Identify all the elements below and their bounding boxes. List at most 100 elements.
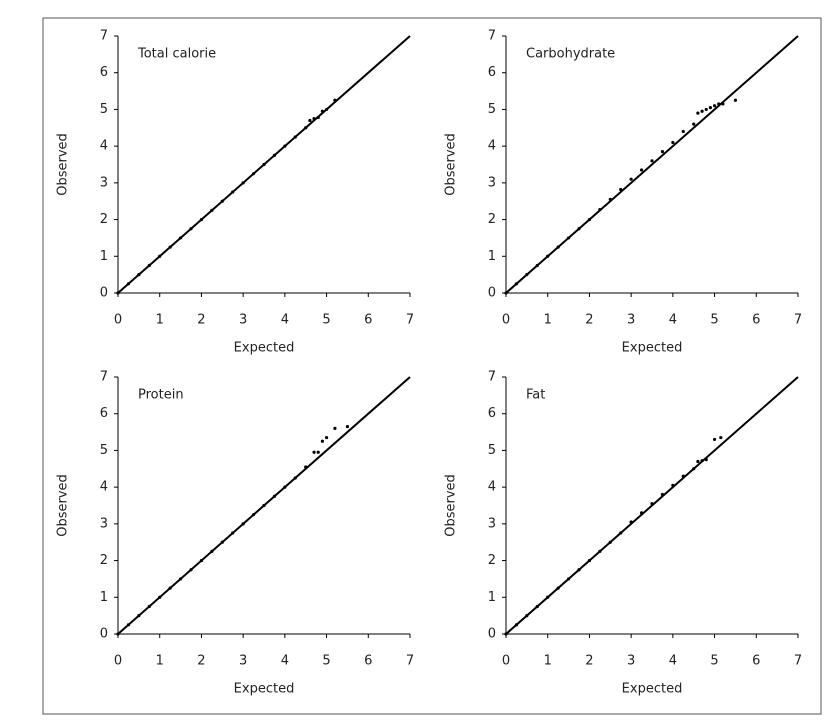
x-tick-label: 0 [502,313,510,328]
y-tick-label: 0 [100,286,108,301]
point [556,245,560,249]
y-axis-label: Observed [56,133,71,196]
point [220,199,224,203]
point [312,117,316,121]
point [660,150,665,154]
point [231,190,235,194]
point [700,459,704,463]
point [241,522,245,526]
point [158,254,162,258]
panel-title: Total calorie [137,47,216,62]
point [126,282,131,286]
x-tick-label: 7 [406,313,414,328]
point [283,485,287,489]
panel-title: Protein [138,388,184,403]
point [546,254,550,258]
point [168,586,172,590]
reference-line [505,35,799,294]
point [608,197,612,201]
x-tick-label: 2 [197,313,205,328]
point [293,135,297,139]
x-tick-label: 6 [752,313,760,328]
point [660,492,665,497]
point [178,577,183,581]
y-tick-label: 3 [100,175,108,190]
point [220,540,224,544]
y-tick-label: 7 [100,370,108,385]
x-tick-label: 5 [710,313,718,328]
point [708,105,713,110]
point [320,109,324,113]
point [158,595,162,599]
point [733,98,738,102]
x-axis-label: Expected [622,341,683,356]
point [168,245,172,249]
point [210,549,214,553]
point [556,586,560,590]
y-tick-label: 4 [488,139,496,154]
x-tick-label: 5 [322,654,330,669]
point [316,450,320,454]
x-tick-label: 4 [669,313,677,328]
point [116,632,120,636]
y-tick-label: 3 [488,175,496,190]
point [681,474,685,478]
point [671,483,675,487]
point [283,144,287,148]
point [262,503,266,508]
point [126,623,131,627]
point [116,291,120,295]
point [324,107,329,112]
point [199,558,204,563]
point [717,102,721,106]
y-axis-label: Observed [444,474,459,537]
point [671,140,675,145]
point [696,111,700,115]
x-tick-label: 2 [585,654,593,669]
point [241,181,245,185]
y-tick-label: 3 [100,516,108,531]
point [692,122,696,126]
frame [42,17,822,715]
x-tick-label: 2 [585,313,593,328]
x-tick-label: 6 [752,654,760,669]
point [345,424,350,429]
y-tick-label: 4 [100,139,108,154]
x-tick-label: 7 [406,654,414,669]
point [566,236,571,240]
y-tick-label: 7 [488,370,496,385]
point [251,172,256,176]
point [272,494,277,498]
point [598,549,602,553]
point [231,531,235,535]
point [293,476,297,480]
point [137,273,141,277]
reference-line [505,376,799,635]
y-tick-label: 2 [488,212,496,227]
point [514,282,519,286]
y-tick-label: 4 [488,480,496,495]
y-tick-label: 1 [488,249,496,264]
panel-title: Fat [526,388,545,403]
y-tick-label: 2 [488,553,496,568]
point [137,614,141,618]
y-tick-label: 5 [100,443,108,458]
x-tick-label: 5 [710,654,718,669]
x-tick-label: 1 [156,654,164,669]
y-tick-label: 4 [100,480,108,495]
y-tick-label: 6 [100,406,108,421]
point [629,520,633,524]
y-tick-label: 5 [488,443,496,458]
point [587,558,592,563]
x-tick-label: 5 [322,313,330,328]
point [525,614,529,618]
x-tick-label: 7 [794,313,802,328]
y-tick-label: 7 [488,29,496,44]
point [719,435,723,440]
point [598,208,602,212]
point [712,437,717,442]
point [704,107,708,112]
point [619,531,623,535]
point [304,465,308,469]
